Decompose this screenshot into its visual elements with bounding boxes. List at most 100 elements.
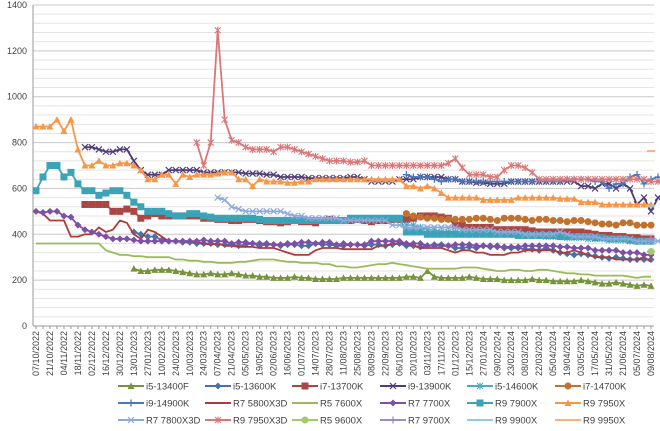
- data-point: [144, 175, 152, 183]
- data-point: [465, 223, 473, 231]
- data-point: [367, 214, 375, 222]
- data-point: [430, 273, 438, 280]
- legend-item[interactable]: i5-13600K: [205, 382, 277, 393]
- data-point: [102, 233, 110, 241]
- legend-label: R9 7900X: [495, 399, 538, 410]
- legend-label: R9 7950X3D: [233, 416, 288, 427]
- data-point: [60, 127, 68, 135]
- data-point: [228, 269, 236, 277]
- x-tick-label: 07/10/2022: [31, 331, 41, 376]
- series-r5-9600x: [647, 247, 655, 255]
- legend-item[interactable]: R9 7900X: [467, 399, 538, 410]
- legend-item[interactable]: R9 7950X: [555, 399, 626, 410]
- x-tick-label: 01/12/2023: [450, 331, 460, 376]
- x-tick-label: 16/06/2023: [283, 331, 293, 376]
- x-tick-label: 07/04/2023: [213, 331, 223, 376]
- data-point: [437, 178, 445, 186]
- x-tick-label: 20/10/2023: [408, 331, 418, 376]
- data-point: [507, 226, 515, 234]
- data-point: [137, 267, 145, 274]
- data-point: [409, 212, 417, 220]
- legend-item[interactable]: R9 7950X3D: [205, 416, 288, 427]
- data-point: [172, 267, 180, 274]
- legend-item[interactable]: R9 9950X: [555, 416, 626, 427]
- data-point: [423, 173, 431, 181]
- data-point: [221, 237, 229, 245]
- data-point: [437, 274, 445, 281]
- legend-item[interactable]: i9-13900K: [380, 382, 452, 393]
- series-r7-5800x3d: [35, 210, 652, 263]
- data-point: [298, 238, 306, 246]
- x-tick-label: 10/02/2023: [157, 331, 167, 376]
- x-tick-label: 16/12/2022: [101, 331, 111, 376]
- data-point: [374, 175, 382, 183]
- data-point: [249, 272, 257, 279]
- data-point: [193, 139, 201, 147]
- legend-label: R7 9700X: [408, 416, 451, 427]
- data-point: [437, 189, 445, 197]
- legend-item[interactable]: R7 9700X: [380, 416, 451, 427]
- data-point: [347, 158, 354, 166]
- data-point: [256, 145, 264, 153]
- data-point: [612, 185, 620, 192]
- legend-item[interactable]: i5-14600K: [467, 382, 539, 393]
- data-point: [284, 274, 292, 281]
- data-point: [277, 143, 284, 151]
- data-point: [647, 178, 655, 186]
- x-tick-label: 04/11/2022: [59, 331, 69, 375]
- legend-item[interactable]: i5-13400F: [118, 382, 189, 393]
- data-point: [228, 214, 236, 222]
- data-point: [130, 207, 138, 215]
- legend-item[interactable]: i7-14700K: [555, 382, 627, 393]
- x-tick-label: 19/04/2024: [562, 331, 572, 376]
- legend-item[interactable]: R5 9600X: [292, 416, 363, 427]
- data-point: [612, 278, 620, 286]
- legend-item[interactable]: R5 7600X: [292, 399, 363, 410]
- data-point: [123, 191, 131, 199]
- data-point: [619, 280, 627, 287]
- data-point: [598, 234, 606, 242]
- data-point: [95, 146, 103, 153]
- data-point: [528, 231, 536, 239]
- data-point: [319, 217, 327, 225]
- legend-item[interactable]: R7 7700X: [380, 399, 451, 410]
- data-point: [598, 235, 606, 243]
- data-point: [514, 162, 522, 169]
- legend-item[interactable]: i7-13700K: [292, 382, 364, 393]
- data-point: [367, 237, 375, 245]
- data-point: [95, 230, 103, 238]
- data-point: [32, 207, 40, 215]
- series-line: [84, 146, 660, 213]
- x-tick-label: 27/01/2024: [478, 331, 488, 376]
- data-point: [437, 242, 445, 250]
- data-point: [263, 171, 271, 179]
- data-point: [403, 162, 410, 169]
- legend-item[interactable]: i9-14900K: [118, 399, 190, 410]
- data-point: [626, 235, 634, 243]
- data-point: [242, 238, 250, 246]
- data-point: [577, 228, 585, 236]
- data-point: [549, 217, 557, 225]
- data-point: [130, 198, 138, 206]
- data-point: [333, 217, 341, 225]
- data-point: [535, 175, 543, 183]
- x-tick-label: 13/01/2023: [129, 331, 139, 376]
- data-point: [193, 166, 201, 174]
- data-point: [382, 217, 389, 224]
- legend-marker: [301, 416, 309, 424]
- gridlines: [32, 4, 654, 327]
- legend-label: i5-13600K: [233, 382, 277, 393]
- data-point: [389, 162, 396, 169]
- legend-item[interactable]: R9 9900X: [467, 416, 538, 427]
- data-point: [340, 274, 347, 281]
- data-point: [221, 168, 229, 176]
- legend-item[interactable]: R7 5800X3D: [205, 399, 288, 410]
- data-point: [437, 230, 445, 238]
- legend-item[interactable]: R7 7800X3D: [118, 416, 201, 427]
- data-point: [395, 175, 403, 183]
- data-point: [563, 175, 571, 183]
- legend-label: R7 7800X3D: [146, 416, 201, 427]
- legend-marker: [127, 416, 135, 424]
- data-point: [549, 194, 557, 201]
- data-point: [346, 175, 354, 183]
